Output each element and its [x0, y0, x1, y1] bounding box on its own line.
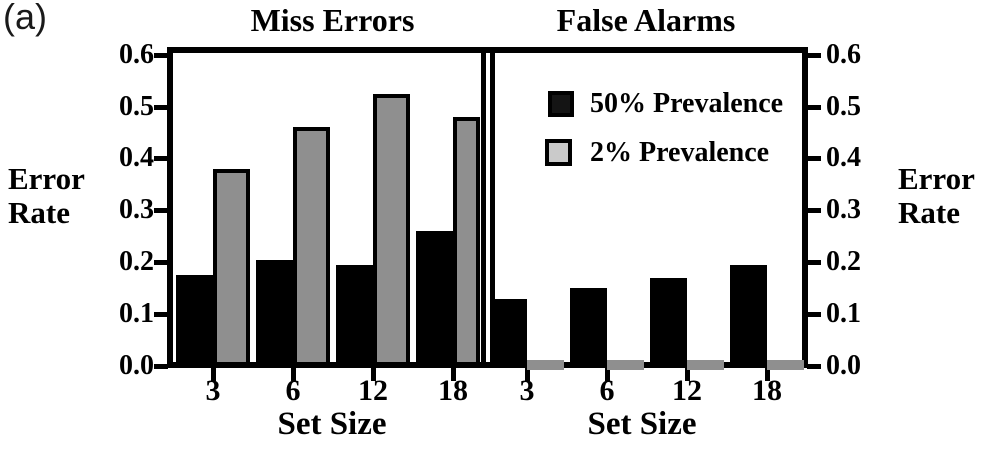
x-tick — [525, 368, 530, 381]
panel-title-miss-errors: Miss Errors — [250, 2, 415, 38]
x-tick — [371, 368, 376, 381]
y-tick-right — [807, 156, 821, 161]
y-tick-label-right: 0.3 — [826, 194, 861, 225]
legend-swatch-2-prevalence — [545, 139, 572, 166]
y-tick-label-right: 0.1 — [826, 298, 861, 329]
x-tick — [765, 368, 770, 381]
bar-50-prevalence — [570, 288, 607, 368]
y-tick-label-right: 0.4 — [826, 142, 861, 173]
x-tick — [451, 368, 456, 381]
y-tick-label-right: 0.2 — [826, 246, 861, 277]
bar-50-prevalence — [416, 231, 453, 368]
bar-2-prevalence — [213, 169, 250, 368]
y-tick-label-left: 0.6 — [119, 39, 154, 70]
x-axis-label-right: Set Size — [587, 406, 697, 442]
x-tick — [211, 368, 216, 381]
y-tick-left — [154, 260, 168, 265]
y-tick-left — [154, 208, 168, 213]
bar-2-prevalence — [453, 117, 480, 368]
x-tick-label: 3 — [519, 374, 535, 407]
y-tick-left — [154, 156, 168, 161]
bar-2-prevalence — [607, 360, 644, 370]
x-tick — [685, 368, 690, 381]
plot-axis-right — [802, 47, 808, 368]
y-axis-label-right-line1: Error — [898, 161, 975, 196]
y-tick-right — [807, 208, 821, 213]
bar-2-prevalence — [293, 127, 330, 368]
y-tick-label-left: 0.4 — [119, 142, 154, 173]
y-tick-left — [154, 105, 168, 110]
x-tick — [605, 368, 610, 381]
y-tick-label-left: 0.1 — [119, 298, 154, 329]
panel-divider-left-line — [481, 47, 486, 368]
y-tick-label-right: 0.5 — [826, 91, 861, 122]
y-tick-right — [807, 364, 821, 369]
legend: 50% Prevalence 2% Prevalence — [543, 86, 843, 172]
y-tick-label-left: 0.2 — [119, 246, 154, 277]
bar-2-prevalence — [527, 360, 564, 370]
y-tick-left — [154, 364, 168, 369]
y-tick-right — [807, 312, 821, 317]
y-tick-label-right: 0.0 — [826, 350, 861, 381]
figure-label: (a) — [3, 0, 47, 37]
y-axis-label-right: Error Rate — [898, 162, 975, 230]
y-tick-left — [154, 312, 168, 317]
y-axis-label-left-line1: Error — [8, 161, 85, 196]
y-tick-label-left: 0.5 — [119, 91, 154, 122]
legend-label-2-prevalence: 2% Prevalence — [590, 137, 770, 168]
plot-axis-left — [167, 47, 173, 368]
y-tick-label-right: 0.6 — [826, 39, 861, 70]
bar-50-prevalence — [730, 265, 767, 368]
legend-swatch-50-prevalence — [548, 91, 574, 117]
bar-50-prevalence — [176, 275, 213, 368]
bar-50-prevalence — [256, 260, 293, 368]
plot-frame-baseline — [167, 362, 808, 368]
panel-title-false-alarms: False Alarms — [556, 2, 736, 38]
y-tick-label-left: 0.0 — [119, 350, 154, 381]
y-tick-right — [807, 105, 821, 110]
bar-50-prevalence — [490, 299, 527, 368]
bar-2-prevalence — [767, 360, 804, 370]
y-tick-label-left: 0.3 — [119, 194, 154, 225]
y-axis-label-left-line2: Rate — [8, 195, 70, 230]
x-tick-label: 6 — [285, 374, 301, 407]
y-tick-left — [154, 53, 168, 58]
y-tick-right — [807, 260, 821, 265]
plot-frame-top — [167, 47, 808, 53]
bar-2-prevalence — [687, 360, 724, 370]
y-axis-label-left: Error Rate — [8, 162, 85, 230]
legend-label-50-prevalence: 50% Prevalence — [590, 88, 784, 119]
x-tick — [291, 368, 296, 381]
x-axis-label-left: Set Size — [277, 406, 387, 442]
y-tick-right — [807, 53, 821, 58]
y-axis-label-right-line2: Rate — [898, 195, 960, 230]
bar-50-prevalence — [650, 278, 687, 368]
x-tick-label: 6 — [599, 374, 615, 407]
bar-2-prevalence — [373, 94, 410, 368]
bar-50-prevalence — [336, 265, 373, 368]
panel-divider-right-line — [490, 47, 495, 368]
x-tick-label: 3 — [205, 374, 221, 407]
